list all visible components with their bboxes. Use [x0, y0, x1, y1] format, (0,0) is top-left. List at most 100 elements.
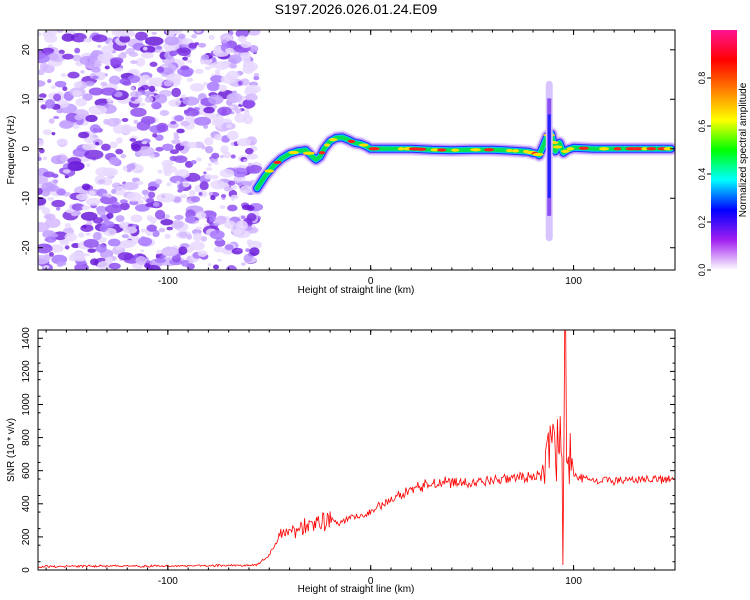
noise-blob: [232, 167, 248, 178]
noise-blob: [42, 129, 53, 136]
noise-blob: [253, 75, 260, 81]
noise-blob: [56, 261, 67, 267]
noise-blob: [133, 119, 139, 124]
noise-blob: [59, 120, 74, 129]
noise-blob: [152, 202, 160, 207]
noise-blob: [190, 241, 205, 251]
noise-blob: [62, 169, 71, 174]
noise-blob: [226, 130, 239, 141]
y-tick-label: 800: [21, 429, 32, 446]
noise-blob: [240, 41, 252, 49]
noise-blob: [242, 159, 248, 163]
noise-blob: [211, 119, 224, 127]
noise-blob: [249, 48, 256, 53]
noise-blob: [161, 73, 167, 77]
noise-blob: [82, 224, 87, 229]
noise-blob: [241, 215, 246, 220]
noise-blob: [119, 34, 131, 43]
colorbar: 0.0 0.2 0.4 0.6 0.8 Normalized spectral ampl…: [697, 30, 749, 276]
noise-blob: [173, 132, 179, 137]
noise-blob: [64, 245, 70, 250]
noise-blob: [121, 117, 129, 122]
noise-blob: [186, 77, 194, 82]
noise-blob: [120, 51, 127, 56]
noise-blob: [71, 203, 84, 211]
noise-blob: [92, 231, 102, 241]
noise-blob: [44, 98, 56, 109]
noise-blob: [140, 74, 151, 81]
noise-blob: [120, 153, 127, 159]
noise-blob: [226, 70, 240, 80]
ridge-hotspot: [302, 151, 315, 155]
noise-blob: [119, 199, 128, 204]
noise-blob: [203, 106, 215, 114]
noise-blob: [138, 199, 144, 204]
noise-blob: [106, 117, 119, 127]
noise-blob: [41, 207, 51, 215]
noise-blob: [239, 52, 252, 59]
x-tick-label: 100: [565, 576, 582, 587]
noise-blob: [207, 163, 212, 167]
noise-blob: [91, 34, 108, 43]
noise-blob: [100, 87, 117, 96]
colorbar-label: Normalized spectral amplitude: [738, 82, 749, 217]
noise-blob: [171, 87, 182, 98]
noise-blob: [62, 86, 68, 92]
noise-blob: [130, 107, 147, 118]
noise-blob: [122, 226, 138, 234]
noise-blob: [85, 114, 98, 123]
noise-blob: [209, 63, 218, 69]
noise-blob: [186, 59, 193, 64]
noise-blob: [235, 220, 248, 231]
noise-blob: [161, 159, 174, 167]
noise-blob: [120, 124, 133, 135]
noise-blob: [38, 187, 43, 196]
ridge-hotspot: [613, 147, 622, 151]
noise-blob: [139, 102, 146, 106]
noise-blob: [246, 239, 253, 245]
noise-blob: [168, 99, 181, 107]
noise-blob: [122, 182, 139, 191]
noise-blob: [103, 51, 113, 59]
noise-blob: [126, 192, 142, 202]
y-tick-label: 20: [21, 44, 32, 56]
x-tick-label: -100: [158, 576, 178, 587]
noise-blob: [48, 52, 66, 63]
noise-blob: [89, 132, 98, 140]
noise-blob: [47, 196, 55, 201]
noise-blob: [163, 80, 173, 87]
colorbar-gradient: [711, 30, 737, 270]
y-tick-label: 0: [21, 567, 32, 573]
snr-frame: [37, 329, 676, 571]
noise-blob: [164, 213, 170, 219]
noise-blob: [127, 75, 141, 84]
noise-blob: [101, 176, 113, 186]
y-tick-label: 600: [21, 462, 32, 479]
noise-blob: [182, 56, 188, 61]
noise-blob: [64, 223, 71, 229]
noise-blob: [182, 181, 191, 188]
noise-blob: [169, 149, 179, 155]
noise-blob: [80, 211, 98, 221]
noise-blob: [55, 207, 61, 211]
noise-blob: [195, 226, 202, 230]
ridge-hotspot: [397, 147, 405, 151]
noise-blob: [245, 248, 251, 253]
noise-blob: [101, 45, 114, 54]
noise-blob: [173, 155, 188, 164]
noise-blob: [72, 54, 82, 62]
noise-blob: [129, 200, 139, 206]
noise-blob: [86, 163, 91, 167]
noise-blob: [234, 113, 246, 123]
noise-blob: [130, 96, 136, 102]
noise-blob: [190, 83, 205, 92]
noise-blob: [38, 196, 47, 206]
noise-blob: [135, 256, 147, 265]
noise-blob: [88, 190, 96, 196]
noise-blob: [42, 31, 53, 38]
noise-blob: [56, 138, 68, 146]
noise-blob: [140, 228, 146, 233]
noise-blob: [104, 65, 110, 70]
